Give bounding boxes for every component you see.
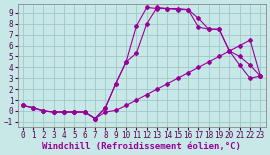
X-axis label: Windchill (Refroidissement éolien,°C): Windchill (Refroidissement éolien,°C) [42, 142, 241, 151]
